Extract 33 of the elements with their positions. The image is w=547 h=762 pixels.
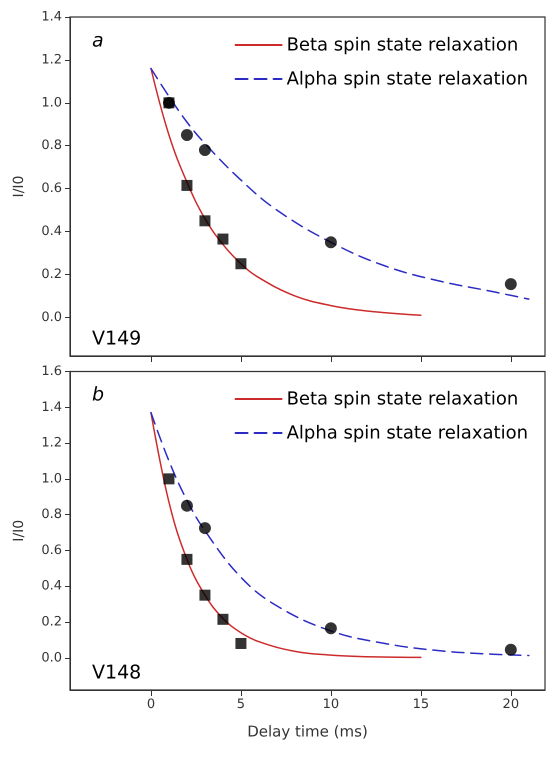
y-axis-title: I/I0 (11, 176, 27, 198)
legend-label: Beta spin state relaxation (286, 388, 518, 410)
annotation: b (92, 384, 104, 406)
annotation: V149 (92, 328, 142, 350)
y-tick-label: 0.4 (41, 578, 62, 594)
y-tick-label: 0.0 (41, 650, 62, 666)
y-tick-label: 0.6 (41, 181, 62, 196)
legend-label: Alpha spin state relaxation (286, 422, 528, 444)
y-tick-label: 1.0 (41, 95, 62, 110)
y-tick-label: 0.2 (41, 266, 62, 282)
y-tick-label: 0.4 (41, 224, 62, 240)
x-tick-label: 15 (412, 697, 430, 712)
y-tick-label: 0.6 (41, 542, 62, 558)
y-tick-label: 0.8 (41, 138, 62, 154)
y-tick-label: 1.4 (41, 10, 62, 24)
annotation: a (92, 30, 104, 52)
x-tick-label: 20 (502, 697, 520, 712)
x-tick-label: 5 (236, 697, 246, 712)
y-tick-label: 1.0 (41, 471, 62, 486)
y-tick-label: 0.8 (41, 507, 62, 522)
y-tick-label: 1.2 (41, 436, 62, 451)
x-tick-label: 10 (322, 697, 340, 712)
legend-label: Beta spin state relaxation (286, 34, 518, 56)
y-tick-label: 1.2 (41, 52, 62, 68)
y-tick-label: 1.4 (41, 400, 62, 415)
y-axis-title: I/I0 (11, 520, 27, 542)
y-tick-label: 0.2 (41, 614, 62, 630)
y-tick-label: 0.0 (41, 310, 62, 325)
x-tick-label: 0 (146, 697, 156, 712)
legend-label: Alpha spin state relaxation (286, 68, 528, 90)
annotation: V148 (92, 662, 142, 684)
x-axis-title: Delay time (ms) (247, 722, 368, 740)
y-tick-label: 1.6 (41, 364, 62, 379)
